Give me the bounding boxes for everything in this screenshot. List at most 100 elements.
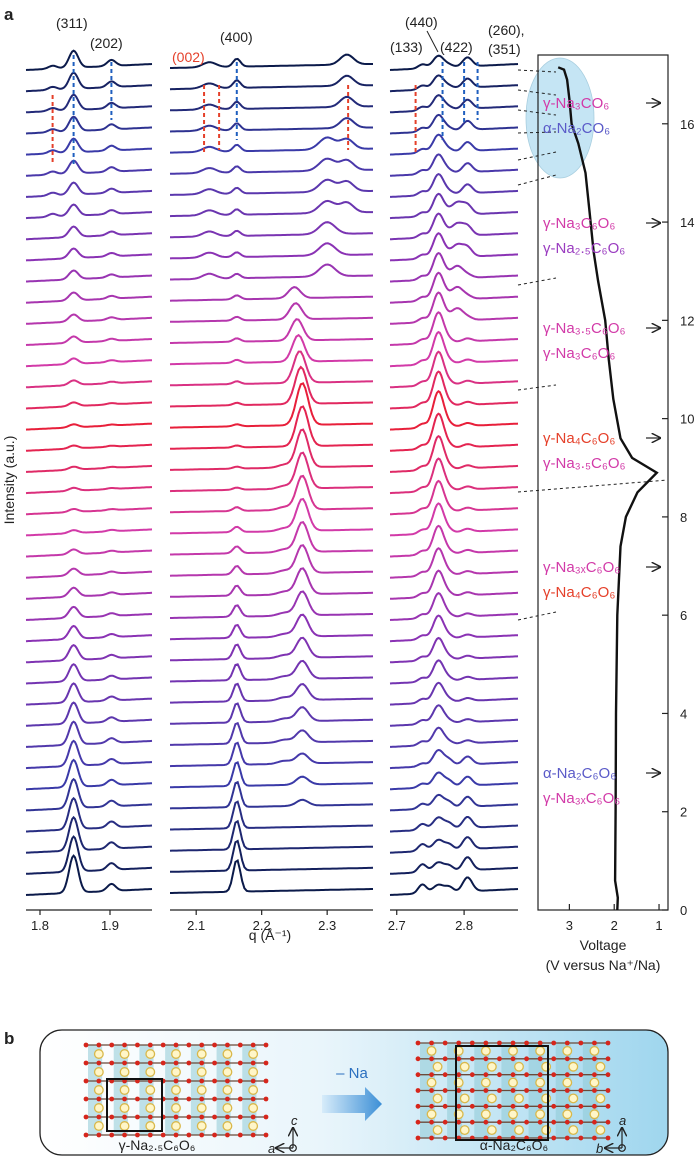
sodium-atom (486, 1125, 497, 1136)
oxygen-atom (551, 1072, 557, 1078)
xrd-pattern-2-window-3 (389, 836, 519, 854)
xrd-pattern-38-window-1 (25, 71, 152, 93)
oxygen-atom (225, 1096, 230, 1102)
oxygen-atom (160, 1042, 166, 1048)
oxygen-atom (497, 1103, 502, 1109)
sodium-atom (119, 1103, 130, 1113)
sodium-atom (514, 1093, 524, 1104)
sodium-atom (145, 1067, 156, 1077)
voltage-ticks: 0 2 4 6 8 10 12 14 16 3 2 1 (566, 117, 695, 933)
sodium-atom (514, 1125, 524, 1136)
sodium-atom (508, 1045, 518, 1056)
oxygen-atom (578, 1056, 584, 1062)
voltage-axis-unit: (V versus Na⁺/Na) (546, 957, 661, 973)
xrd-pattern-4-window-3 (389, 793, 519, 812)
sodium-atom (508, 1077, 518, 1088)
oxygen-atom (263, 1042, 269, 1048)
oxygen-atom (578, 1040, 584, 1046)
panel-b-label: b (4, 1029, 14, 1048)
xrd-pattern-26-window-3 (389, 311, 519, 346)
xrd-pattern-25-window-3 (389, 330, 518, 368)
sodium-atom (535, 1109, 546, 1120)
xrd-pattern-35-window-1 (25, 137, 153, 156)
oxygen-atom (537, 1072, 543, 1078)
xrd-pattern-33-window-2 (170, 178, 374, 196)
oxygen-atom (442, 1088, 448, 1093)
sodium-atom (171, 1103, 181, 1113)
sodium-atom (595, 1061, 606, 1072)
sodium-atom (595, 1093, 606, 1104)
oxygen-atom (96, 1060, 102, 1066)
xrd-pattern-19-window-2 (169, 451, 373, 493)
xrd-pattern-31-window-2 (170, 221, 374, 239)
xrd-ticks: 1.8 1.9 2.1 2.2 2.3 2.7 2.8 (31, 910, 473, 933)
oxygen-atom (483, 1088, 489, 1093)
oxygen-atom (263, 1132, 269, 1138)
peak-label-311: (311) (56, 15, 88, 31)
peak-label-leader (426, 30, 439, 53)
xrd-pattern-21-window-1 (25, 443, 152, 452)
phase-label-top: α-Na₂C₆O₆ (543, 765, 616, 782)
oxygen-atom (578, 1072, 584, 1078)
voltage-curve (557, 66, 659, 911)
xrd-pattern-6-window-1 (25, 739, 152, 770)
voltage-panel: 0 2 4 6 8 10 12 14 16 3 2 1 Voltage (V versus Na⁺/N… (517, 54, 695, 973)
oxygen-atom (173, 1096, 179, 1102)
xrd-pattern-26-window-2 (170, 318, 373, 344)
xrd-pattern-38-window-2 (169, 74, 373, 91)
oxygen-atom (250, 1078, 256, 1084)
oxygen-atom (456, 1088, 462, 1093)
oxygen-atom (510, 1056, 516, 1062)
oxygen-atom (199, 1132, 205, 1138)
oxygen-atom (173, 1132, 179, 1138)
xrd-pattern-18-window-3 (390, 479, 519, 516)
sodium-atom (93, 1085, 104, 1095)
peak-marks (51, 55, 479, 165)
phase-label-bottom: γ-Na₃.₅C₆O₆ (543, 455, 626, 472)
xrd-pattern-4-window-2 (169, 780, 373, 810)
lattice-left (83, 1042, 269, 1138)
xrd-pattern-39-window-2 (170, 53, 373, 69)
xrd-pattern-34-window-2 (169, 157, 373, 175)
xrd-pattern-3-window-3 (390, 816, 519, 833)
xrd-pattern-6-window-3 (389, 748, 518, 770)
xrd-pattern-34-window-1 (25, 159, 152, 177)
xrd-pattern-37-window-3 (389, 94, 519, 114)
oxygen-atom (524, 1056, 529, 1062)
oxygen-atom (160, 1060, 166, 1066)
xrd-pattern-24-window-2 (170, 350, 374, 387)
oxygen-atom (469, 1040, 475, 1046)
xrd-pattern-12-window-2 (169, 613, 373, 641)
voltage-y-tick-label: 2 (680, 805, 687, 820)
xrd-pattern-14-window-3 (390, 569, 519, 600)
xrd-pattern-5-window-2 (170, 761, 374, 789)
sodium-atom (171, 1049, 181, 1059)
oxygen-atom (592, 1040, 597, 1046)
oxygen-atom (551, 1119, 557, 1125)
oxygen-atom (173, 1042, 179, 1048)
oxygen-atom (96, 1096, 102, 1102)
xrd-pattern-4-window-1 (25, 777, 153, 812)
oxygen-atom (605, 1103, 611, 1109)
voltage-y-tick-label: 0 (680, 903, 687, 918)
oxygen-atom (592, 1056, 597, 1062)
xrd-pattern-10-window-3 (389, 659, 518, 685)
oxygen-atom (510, 1040, 516, 1046)
leader-line (517, 277, 557, 286)
oxygen-atom (225, 1132, 230, 1138)
oxygen-atom (122, 1132, 127, 1138)
oxygen-atom (592, 1119, 597, 1125)
oxygen-atom (250, 1132, 256, 1138)
voltage-x-tick-label: 3 (566, 918, 573, 933)
oxygen-atom (237, 1096, 243, 1102)
oxygen-atom (96, 1042, 102, 1048)
oxygen-atom (524, 1040, 529, 1046)
oxygen-atom (456, 1119, 462, 1125)
leader-line (517, 479, 669, 493)
voltage-axis-label: Voltage (580, 937, 627, 953)
oxygen-atom (442, 1103, 448, 1109)
oxygen-atom (415, 1040, 421, 1046)
oxygen-atom (186, 1060, 192, 1066)
oxygen-atom (483, 1119, 489, 1125)
